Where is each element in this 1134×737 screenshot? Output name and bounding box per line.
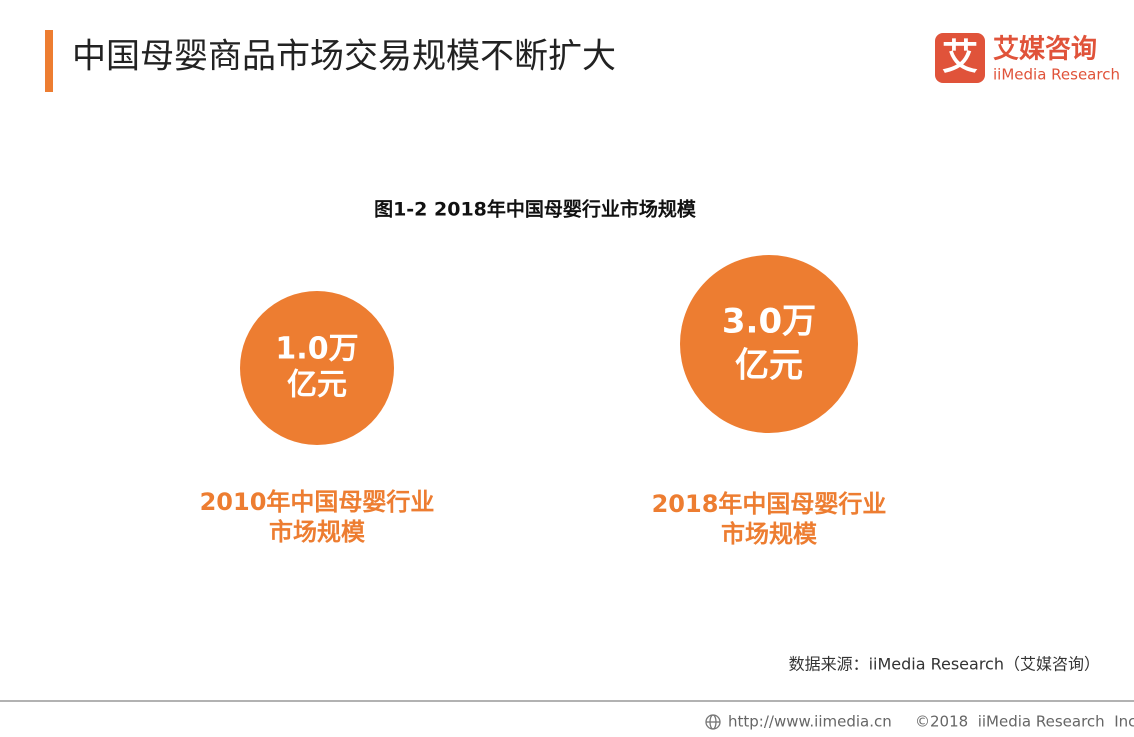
title: 中国母婴商品市场交易规模不断扩大 <box>72 37 616 77</box>
figure-caption: 图1-2 2018年中国母婴行业市场规模 <box>374 198 697 221</box>
value-text: 亿元 <box>735 346 803 386</box>
item-label: 市场规模 <box>269 518 366 546</box>
logo-mark-bg <box>935 33 985 83</box>
logo-sub: iiMedia Research <box>993 66 1120 84</box>
logo-mark: 艾 <box>942 37 978 78</box>
value-text: 3.0万 <box>722 302 816 342</box>
item-label: 2018年中国母婴行业 <box>652 490 887 518</box>
footer-url: http://www.iimedia.cn <box>728 713 892 731</box>
globe-icon <box>705 714 721 730</box>
source: 数据来源：iiMedia Research（艾媒咨询） <box>789 655 1100 674</box>
item-label: 2010年中国母婴行业 <box>200 488 435 516</box>
value-circle <box>680 255 858 433</box>
logo-name: 艾媒咨询 <box>993 34 1097 65</box>
item-label: 市场规模 <box>721 520 818 548</box>
footer-copyright: ©2018 iiMedia Research Inc <box>915 713 1134 731</box>
value-text: 1.0万 <box>275 332 358 367</box>
value-circle <box>240 291 394 445</box>
value-text: 亿元 <box>287 368 347 403</box>
title-accent <box>45 30 53 92</box>
